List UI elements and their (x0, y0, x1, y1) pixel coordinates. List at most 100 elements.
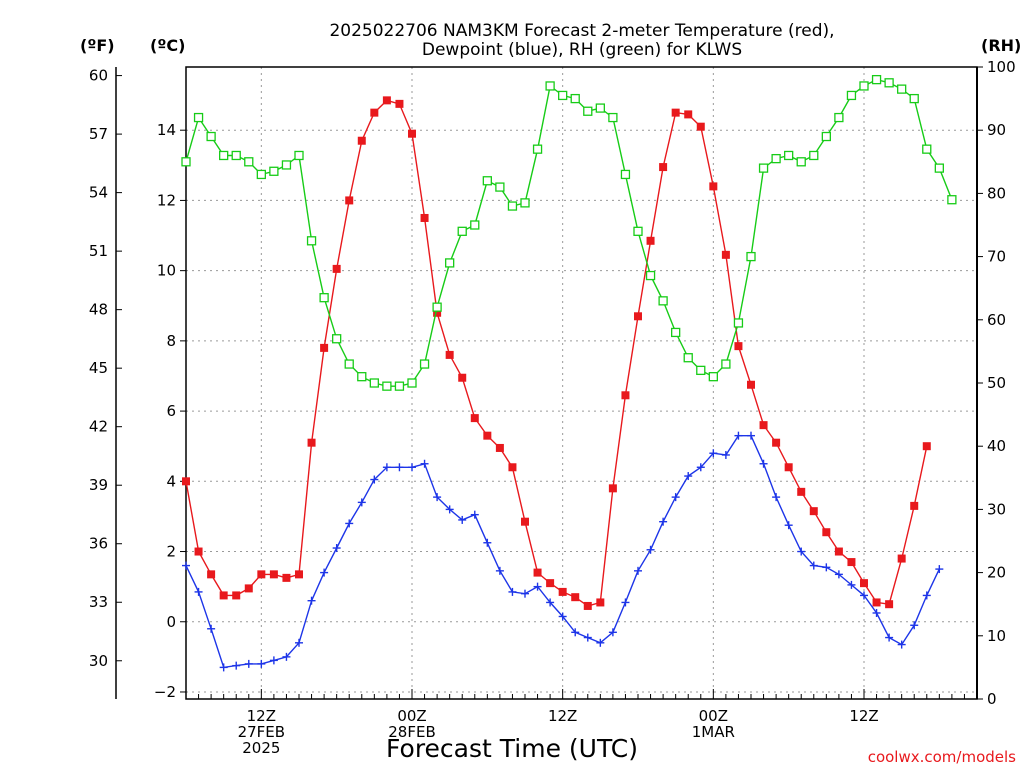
celsius-tick-label: −2 (154, 683, 176, 701)
dewpoint-point (922, 591, 931, 600)
rh-point (922, 144, 932, 154)
temperature-point (295, 570, 303, 579)
rh-point (821, 131, 831, 142)
dewpoint-point (470, 510, 479, 519)
temperature-point (244, 584, 253, 593)
rh-point (206, 131, 216, 142)
dewpoint-point (508, 587, 517, 596)
dewpoint-point (646, 545, 655, 554)
rh-point (645, 270, 656, 281)
rh-point (319, 293, 329, 303)
temperature-point (495, 443, 504, 452)
rh-point (620, 169, 631, 180)
temperature-point (269, 570, 278, 579)
rh-point (633, 226, 643, 236)
dewpoint-point (395, 463, 404, 472)
rh-point (733, 318, 744, 328)
rh-point (859, 81, 869, 91)
rh-tick-label: 30 (987, 500, 1006, 518)
tick-labels: −2 0 2 4 6 8 10 12 14 30 33 36 39 42 45 48 51 54 57 60 0 10 20… (89, 58, 1016, 757)
dewpoint-point (809, 561, 818, 570)
rh-point (306, 236, 317, 246)
rh-point (758, 163, 769, 173)
temperature-point (772, 438, 781, 447)
rh-point (394, 381, 405, 391)
temperature-point (508, 463, 517, 472)
dewpoint-point (445, 505, 454, 514)
temperature-point (809, 507, 818, 516)
rh-point (219, 150, 229, 161)
celsius-tick-label: 4 (166, 472, 176, 490)
celsius-tick-label: 14 (157, 121, 176, 139)
rh-point (683, 353, 693, 363)
dewpoint-point (320, 568, 329, 577)
temperature-point (182, 477, 190, 486)
temperature-point (634, 312, 642, 321)
dewpoint-point (194, 587, 203, 596)
rh-point (495, 182, 505, 192)
temperature-point (546, 579, 555, 588)
temperature-point (822, 528, 831, 537)
series (181, 74, 957, 672)
x-tick-label: 27FEB (238, 723, 285, 741)
temperature-point (458, 373, 467, 382)
temperature-point (860, 579, 868, 588)
dewpoint-point (935, 565, 944, 574)
x-tick-label: 1MAR (692, 723, 735, 741)
temperature-point (320, 343, 329, 352)
rh-tick-label: 80 (987, 184, 1006, 202)
dewpoint-point (747, 431, 755, 440)
temperature-point (357, 136, 366, 145)
dewpoint-point (671, 493, 680, 502)
x-tick-label: 12Z (849, 707, 878, 725)
dewpoint-point (408, 463, 416, 472)
celsius-unit-label: (ºC) (150, 36, 185, 55)
dewpoint-point (345, 519, 354, 528)
rh-point (457, 226, 467, 236)
rh-point (332, 334, 342, 344)
axes (115, 66, 983, 700)
temperature-point (797, 487, 806, 496)
temperature-point (232, 591, 241, 600)
rh-point (708, 372, 718, 382)
rh-point (482, 176, 492, 186)
rh-point (696, 365, 706, 376)
temperature-point (922, 442, 931, 451)
temperature-point (470, 414, 479, 423)
rh-point (432, 302, 442, 312)
temperature-point (558, 587, 567, 596)
rh-tick-label: 90 (987, 121, 1006, 139)
temperature-point (219, 591, 228, 600)
temperature-point (659, 163, 668, 172)
temperature-point (885, 600, 894, 609)
temperature-series (182, 96, 931, 610)
dewpoint-point (910, 621, 919, 630)
rh-tick-label: 20 (987, 564, 1006, 582)
rh-point (470, 220, 480, 230)
dewpoint-point (784, 521, 793, 530)
dewpoint-point (269, 656, 278, 665)
fahrenheit-tick-label: 33 (89, 593, 108, 611)
rh-point (884, 78, 894, 88)
rh-point (595, 103, 605, 113)
dewpoint-point (571, 628, 580, 637)
temperature-point (370, 108, 379, 117)
rh-point (809, 150, 819, 161)
dewpoint-series (182, 431, 944, 672)
dewpoint-point (860, 591, 868, 600)
celsius-tick-label: 8 (166, 332, 176, 350)
rh-tick-label: 0 (987, 690, 997, 708)
dewpoint-point (608, 628, 617, 637)
temperature-point (621, 391, 630, 400)
dewpoint-point (546, 598, 555, 607)
dewpoint-point (684, 472, 693, 481)
plot-frame (185, 66, 978, 700)
dewpoint-point (357, 498, 366, 507)
rh-point (934, 163, 944, 173)
dewpoint-point (382, 463, 391, 472)
celsius-tick-label: 6 (166, 402, 176, 420)
celsius-tick-label: 12 (157, 191, 176, 209)
dewpoint-point (872, 608, 881, 617)
fahrenheit-tick-label: 54 (89, 184, 108, 202)
